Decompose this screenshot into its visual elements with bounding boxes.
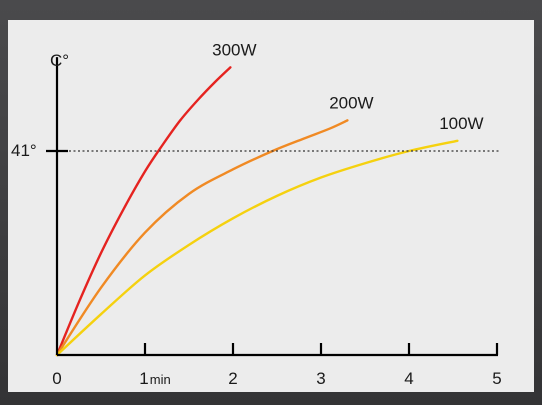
series-line-300w — [55, 66, 232, 357]
x-tick-label: 2 — [228, 369, 237, 388]
x-tick-label: 5 — [492, 369, 501, 388]
x-ticks-layer: 0 1min 2 3 4 5 — [52, 343, 502, 388]
x-tick-unit: min — [150, 372, 171, 387]
series-label: 100W — [439, 114, 483, 133]
series-label: 300W — [212, 40, 256, 59]
threshold-label: 41° — [11, 141, 37, 160]
y-axis-label: C° — [50, 51, 69, 70]
series-label: 200W — [329, 93, 373, 112]
series-labels-layer: 300W 200W 100W — [212, 40, 483, 132]
x-tick-label: 3 — [316, 369, 325, 388]
chart-panel — [8, 20, 534, 392]
series-line-200w — [55, 119, 349, 357]
x-tick-label: 1min — [139, 369, 170, 388]
x-tick-label: 4 — [404, 369, 413, 388]
x-tick-label: 0 — [52, 369, 61, 388]
series-line-100w — [55, 139, 459, 357]
curves-layer — [55, 66, 459, 357]
